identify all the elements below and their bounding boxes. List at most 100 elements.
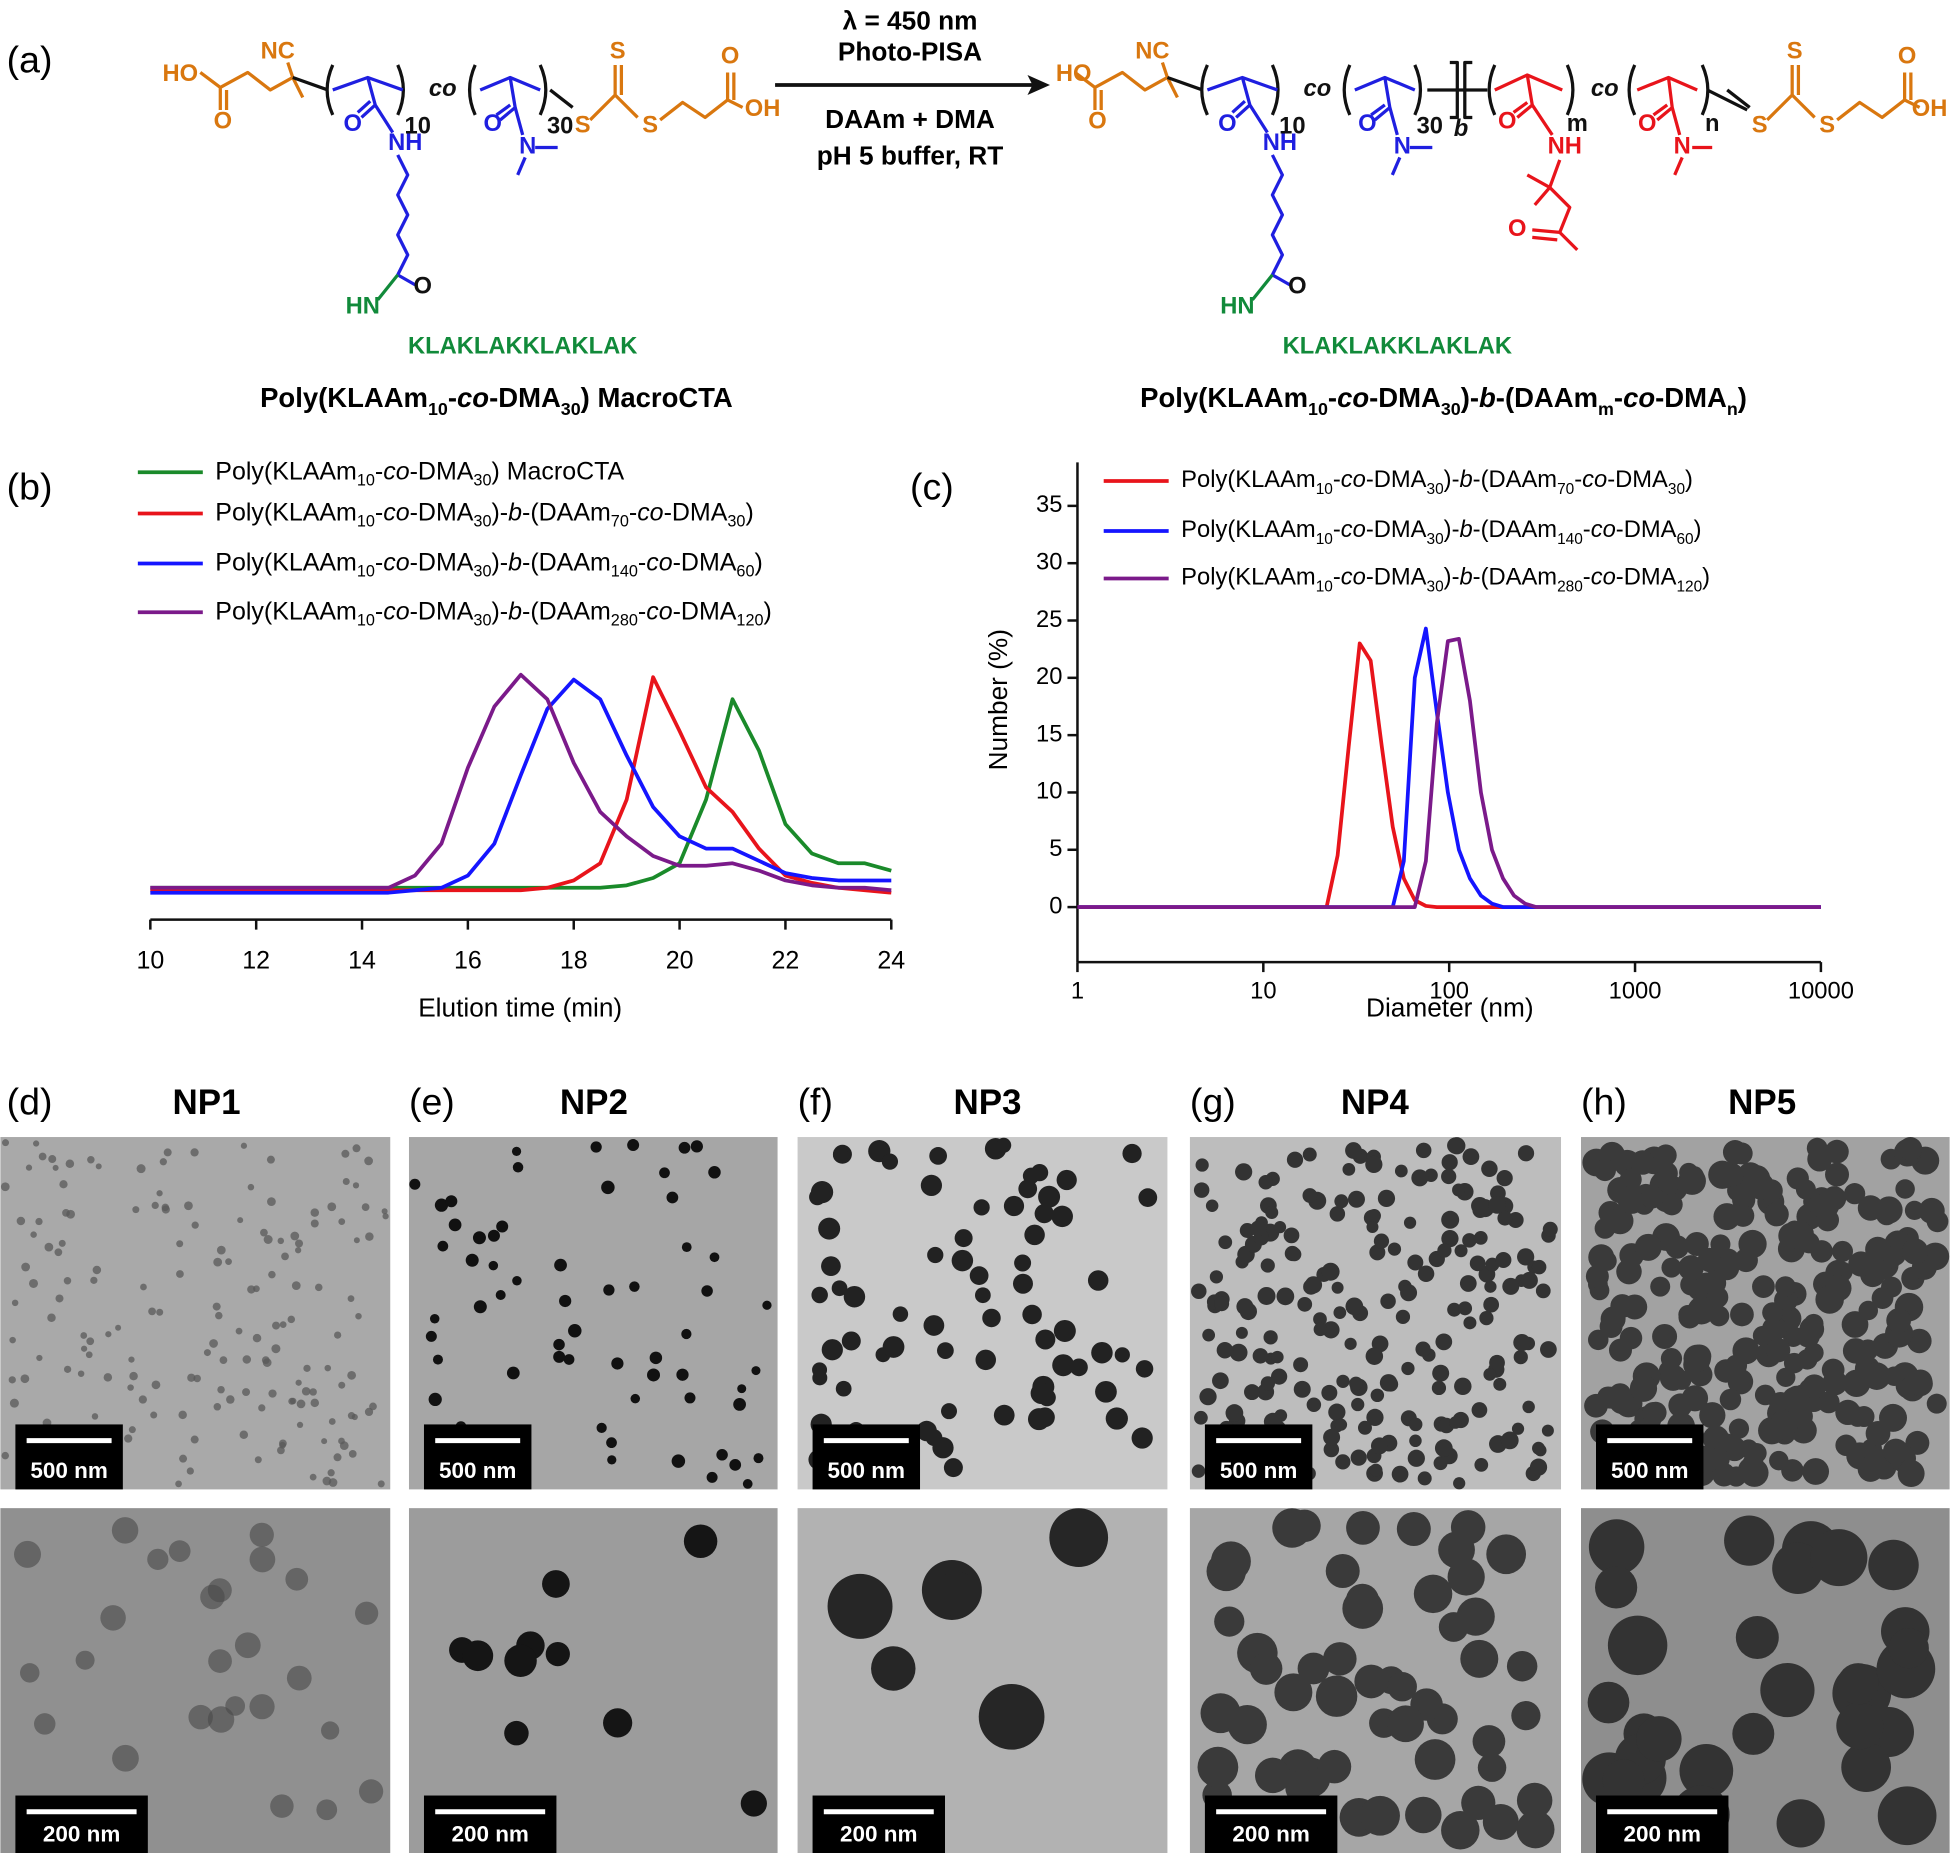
particle <box>1350 1449 1367 1466</box>
particle <box>1654 1144 1677 1167</box>
x-tick-label: 10 <box>1250 978 1276 1004</box>
particle <box>266 1155 275 1164</box>
particle <box>9 1398 19 1408</box>
particle <box>606 1437 617 1449</box>
particle <box>1724 1204 1745 1226</box>
particle <box>225 1258 232 1265</box>
particle <box>810 1181 834 1204</box>
particle <box>818 1217 841 1240</box>
particle <box>364 1156 373 1166</box>
particle <box>1053 1319 1076 1342</box>
particle <box>34 1713 56 1735</box>
particle <box>161 1205 170 1214</box>
particle <box>1735 1615 1779 1659</box>
series-line <box>150 677 892 895</box>
particle <box>310 1208 320 1217</box>
particle <box>511 1146 522 1157</box>
particle <box>1391 1465 1409 1483</box>
particle <box>1473 1231 1488 1245</box>
particle <box>296 1399 306 1409</box>
particle <box>1191 1283 1207 1299</box>
particle <box>1728 1418 1750 1439</box>
particle <box>1095 1380 1117 1403</box>
atom: m <box>1567 111 1588 137</box>
particle <box>1532 1441 1546 1455</box>
particle <box>1293 1357 1309 1373</box>
scale-bar-label: 200 nm <box>451 1821 529 1846</box>
text-run: 140 <box>1557 531 1583 548</box>
particle <box>1806 1137 1828 1159</box>
scale-bar-label: 500 nm <box>439 1458 517 1483</box>
panel-label: (c) <box>910 466 954 508</box>
particle <box>1769 1450 1789 1471</box>
particle <box>1336 1374 1350 1388</box>
particle <box>324 1364 332 1372</box>
particle <box>260 1228 268 1237</box>
text-run: ) <box>754 548 762 576</box>
particle <box>1405 1796 1442 1834</box>
particle <box>1783 1352 1805 1374</box>
text-run: b <box>1459 565 1472 591</box>
scale-bar-box <box>423 1795 557 1853</box>
panel-label: (e) <box>409 1080 455 1122</box>
particle <box>1513 1333 1531 1352</box>
particle <box>1469 1255 1486 1272</box>
particle <box>708 1166 721 1179</box>
particle <box>1286 1151 1304 1168</box>
atom: O <box>1088 109 1106 135</box>
particle <box>1105 1407 1128 1430</box>
particle <box>1313 1312 1327 1326</box>
particle <box>1447 1137 1464 1154</box>
particle <box>1640 1185 1664 1209</box>
particle <box>1333 1306 1347 1319</box>
particle <box>882 1336 905 1358</box>
particle <box>1323 1441 1340 1458</box>
series-line <box>150 675 892 895</box>
text-run: -(DAAm <box>522 498 611 526</box>
text-run: -(DAAm <box>1473 565 1557 591</box>
text-run: Poly(KLAAm <box>260 382 428 413</box>
x-tick-label: 12 <box>242 947 270 975</box>
particle <box>1822 1370 1848 1396</box>
micrograph: 500 nm <box>797 1137 1168 1490</box>
particle <box>1018 1179 1038 1199</box>
particle <box>178 1410 187 1420</box>
particle <box>563 1354 575 1365</box>
particle <box>553 1338 565 1351</box>
particle <box>1599 1314 1623 1338</box>
text-run: - <box>375 498 383 526</box>
particle <box>338 1381 346 1389</box>
particle <box>1479 1310 1494 1326</box>
scale-bar-box <box>15 1424 123 1490</box>
particle <box>843 1285 866 1308</box>
particle <box>1516 1810 1555 1849</box>
particle <box>603 1284 615 1296</box>
x-tick-label: 24 <box>877 947 905 975</box>
particle <box>1194 1410 1208 1425</box>
text-run: co <box>1337 382 1369 413</box>
particle <box>295 1247 302 1254</box>
text-run: 30 <box>1427 481 1444 498</box>
particle <box>62 1209 70 1217</box>
text-run: co <box>457 382 489 413</box>
particle <box>716 1449 728 1461</box>
particle <box>1357 1420 1372 1435</box>
text-run: ) MacroCTA <box>491 457 624 485</box>
particle <box>209 1339 218 1348</box>
particle <box>1871 1287 1894 1309</box>
particle <box>1387 1242 1402 1256</box>
text-run: -DMA <box>410 597 474 625</box>
legend-label: Poly(KLAAm10-co-DMA30)-b-(DAAm70-co-DMA3… <box>215 498 753 531</box>
particle <box>347 1295 355 1302</box>
particle <box>20 1374 30 1384</box>
particle <box>512 1275 522 1286</box>
particle <box>1273 1221 1287 1234</box>
particle <box>1835 1399 1861 1426</box>
particle <box>316 1799 338 1821</box>
particle <box>111 1517 139 1544</box>
particle <box>1441 1230 1459 1248</box>
particle <box>207 1706 235 1733</box>
particle <box>871 1646 916 1691</box>
series-line <box>1077 636 1821 909</box>
particle <box>55 1294 64 1303</box>
